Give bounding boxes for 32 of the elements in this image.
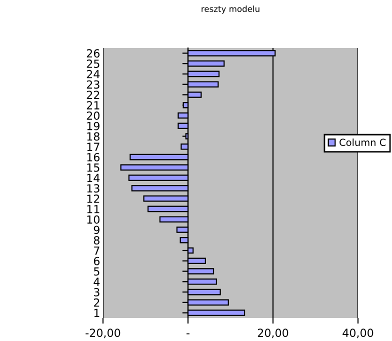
y-tick-label: 8: [94, 236, 100, 244]
y-tick-label: 3: [94, 288, 100, 296]
y-tick-label: 12: [87, 194, 100, 203]
y-tick-label: 7: [94, 246, 100, 255]
y-tick-label: 19: [87, 122, 100, 130]
y-tick-label: 17: [87, 142, 100, 151]
y-tick-label: 6: [94, 256, 100, 266]
chart-title: reszty modelu: [202, 6, 260, 14]
y-tick-label: 13: [87, 184, 100, 193]
legend-label: Column C: [340, 138, 386, 146]
y-tick-label: 14: [87, 174, 100, 182]
y-tick-label: 26: [86, 49, 100, 58]
x-tick-label: -: [186, 333, 190, 334]
x-tick-label: 20,00: [258, 328, 288, 338]
y-tick-label: 22: [86, 90, 100, 99]
y-tick-label: 11: [87, 205, 100, 214]
y-tick-label: 5: [94, 267, 100, 276]
y-tick-label: 15: [87, 164, 100, 172]
y-tick-label: 20: [86, 111, 100, 120]
y-tick-label: 25: [86, 60, 100, 68]
x-tick-label: 40,00: [342, 328, 374, 338]
y-tick-label: 23: [86, 80, 100, 89]
y-tick-label: 4: [94, 278, 100, 286]
y-tick-label: 24: [86, 70, 100, 78]
y-tick-label: 16: [87, 153, 100, 162]
y-tick-label: 10: [87, 215, 100, 224]
y-tick-label: 1: [94, 308, 100, 318]
y-tick-label: 2: [94, 298, 100, 307]
y-tick-label: 21: [86, 101, 100, 110]
x-tick-label: -20,00: [86, 328, 120, 338]
y-tick-label: 9: [94, 226, 100, 234]
y-tick-label: 18: [87, 132, 100, 141]
